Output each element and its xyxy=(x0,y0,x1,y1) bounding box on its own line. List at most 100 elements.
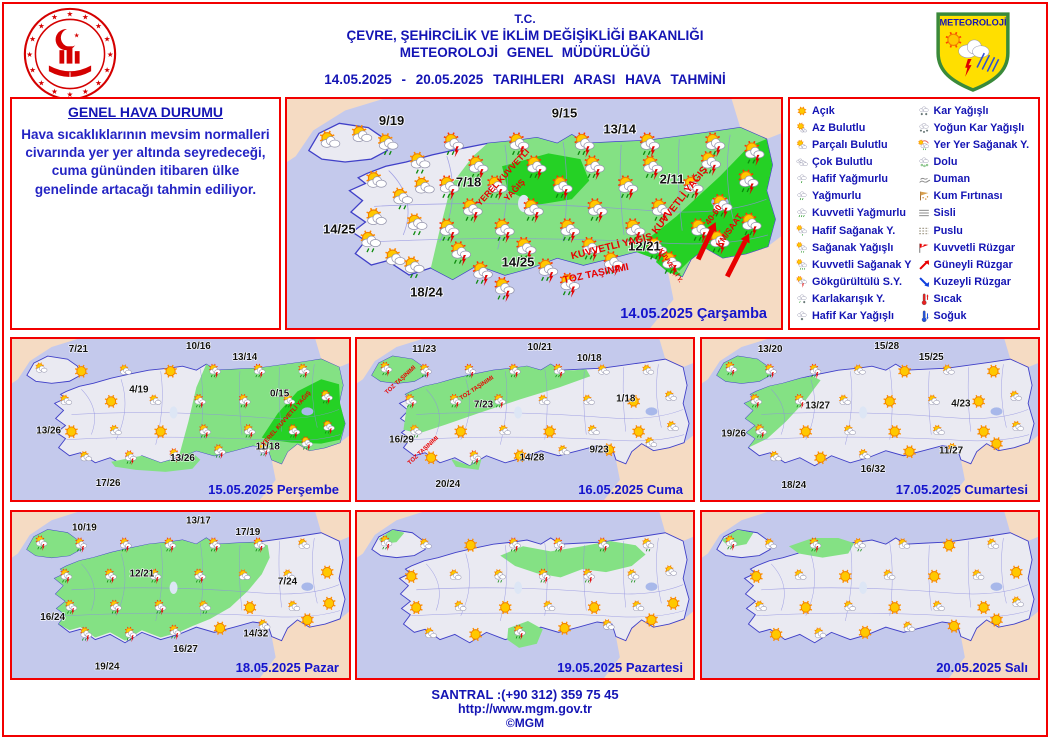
weather-st-icon xyxy=(738,169,759,195)
rain-icon xyxy=(383,150,392,156)
weather-sc-icon xyxy=(642,364,655,375)
cloud-icon xyxy=(918,157,929,164)
weather-st-icon xyxy=(642,155,663,181)
lightning-icon xyxy=(585,146,590,158)
weather-st-icon xyxy=(253,537,266,553)
weather-st-icon xyxy=(283,393,296,409)
weather-st-icon xyxy=(420,363,432,379)
cloud-icon xyxy=(65,603,78,611)
neighbor-land xyxy=(12,339,78,384)
weather-st-icon xyxy=(472,261,493,287)
weather-s-icon xyxy=(513,449,527,463)
weather-sc-icon xyxy=(385,247,406,266)
weather-st-icon xyxy=(35,535,48,551)
lightning-icon xyxy=(815,546,819,553)
temperature-label: 1/18 xyxy=(616,393,636,404)
weather-st-icon xyxy=(468,155,489,181)
rain-icon xyxy=(712,248,721,253)
rain-icon xyxy=(495,404,501,408)
temperature-label: 16/29 xyxy=(389,435,414,446)
sun-icon xyxy=(903,445,916,459)
weather-sc-icon xyxy=(543,600,556,612)
legend-item: Sıcak xyxy=(917,291,1037,307)
rain-icon xyxy=(490,193,499,199)
cloud-icon xyxy=(214,447,226,455)
cloud-icon xyxy=(632,603,645,612)
rain-icon xyxy=(245,435,251,438)
province-border xyxy=(81,563,95,611)
weather-st-icon xyxy=(494,218,515,244)
footer: SANTRAL :(+90 312) 359 75 45 http://www.… xyxy=(0,687,1050,730)
temperature-label: 18/24 xyxy=(782,480,807,491)
rain-icon xyxy=(151,579,156,583)
rain-icon xyxy=(497,295,506,300)
sun-icon xyxy=(947,619,961,633)
rain-icon xyxy=(756,435,762,438)
gruz-icon xyxy=(917,258,931,272)
weather-st-icon xyxy=(469,450,482,466)
turkey-map xyxy=(702,512,1038,678)
cloud-icon xyxy=(582,242,602,255)
rain-icon xyxy=(799,198,804,201)
cloud-icon xyxy=(725,365,738,373)
weather-sc-icon xyxy=(454,600,467,612)
weather-s-icon xyxy=(990,437,1003,451)
province-border xyxy=(656,364,662,428)
star-icon: ★ xyxy=(29,34,36,43)
rain-icon xyxy=(799,300,801,303)
rain-icon xyxy=(210,374,216,378)
lightning-icon xyxy=(426,372,429,379)
sun-icon xyxy=(320,565,334,579)
cloud-icon xyxy=(80,630,92,638)
cloud-icon xyxy=(918,106,929,113)
weather-s-icon xyxy=(602,443,616,457)
weather-st-icon xyxy=(741,212,762,238)
rain-icon xyxy=(300,374,305,378)
weather-st-icon xyxy=(755,424,767,440)
cloud-icon xyxy=(691,224,711,236)
legend-label: Az Bulutlu xyxy=(812,122,866,135)
weather-st-icon xyxy=(661,251,682,277)
rain-icon xyxy=(382,546,387,550)
lightning-icon xyxy=(479,169,484,181)
weather-s-icon xyxy=(464,538,478,552)
precipitation-zone xyxy=(632,139,776,271)
lightning-icon xyxy=(537,169,542,181)
lightning-icon xyxy=(215,372,218,379)
province-border xyxy=(771,389,785,435)
province-border xyxy=(426,563,440,611)
cloud-icon xyxy=(800,128,807,133)
cloud-icon xyxy=(943,367,955,375)
weather-st-icon xyxy=(514,624,526,641)
lightning-icon xyxy=(755,154,760,166)
lightning-icon xyxy=(473,212,478,224)
legend-label: Yer Yer Sağanak Y. xyxy=(933,139,1030,152)
weather-sc-icon xyxy=(351,124,373,142)
weather-sc-icon xyxy=(898,538,911,549)
province-border xyxy=(278,367,282,432)
meteoroloji-shield: METEOROLOJİ xyxy=(936,12,1010,92)
province-border xyxy=(426,389,440,435)
precipitation-zone xyxy=(788,537,855,558)
star-icon: ★ xyxy=(95,21,102,30)
weather-s-icon xyxy=(888,425,902,439)
province-border xyxy=(967,367,972,432)
sag-icon xyxy=(795,241,809,255)
weather-st-icon xyxy=(584,155,605,181)
sun-icon xyxy=(977,600,991,615)
neighbor-land xyxy=(604,611,693,678)
sun-icon xyxy=(945,31,962,48)
rain-icon xyxy=(741,188,750,193)
temperature-label: 14/32 xyxy=(243,628,268,639)
cloud-icon xyxy=(154,603,167,611)
map-date-label: 17.05.2025 Cumartesi xyxy=(895,482,1028,497)
star-icon: ★ xyxy=(82,87,89,96)
rain-icon xyxy=(512,150,520,156)
legend-item: Kar Yağışlı xyxy=(917,103,1037,119)
karla-icon xyxy=(795,292,809,306)
sun-icon xyxy=(558,621,571,635)
general-outlook-text: Hava sıcaklıklarının mevsim normalleri c… xyxy=(21,127,270,197)
lake-tuz xyxy=(514,581,523,594)
turkey-map: 7/21 10/16 13/14 4/19 0/15 13/26 13/26 11/18 17/… xyxy=(12,339,349,500)
weather-s-icon xyxy=(942,538,956,552)
